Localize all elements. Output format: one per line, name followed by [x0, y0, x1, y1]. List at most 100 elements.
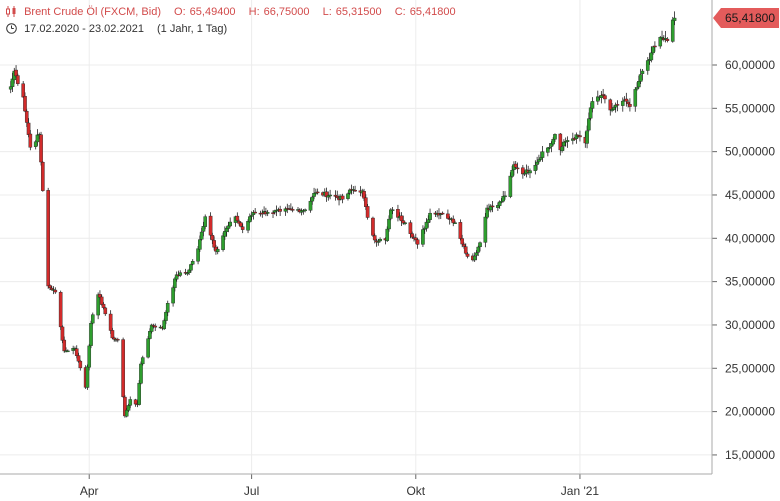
candle: [139, 361, 143, 385]
candle: [513, 160, 518, 169]
x-tick-label: Apr: [80, 484, 99, 498]
candle-body: [212, 240, 216, 248]
candle-body: [165, 303, 170, 313]
candle: [633, 87, 638, 112]
y-tick-label: 20,00000: [725, 405, 775, 419]
candle-body: [99, 296, 104, 305]
candle-body: [46, 190, 50, 287]
candle: [653, 41, 657, 52]
candle-body: [126, 405, 131, 411]
candle: [665, 37, 670, 43]
candle: [133, 398, 138, 407]
candle-body: [460, 238, 464, 245]
candle-body: [371, 217, 375, 236]
candle: [599, 91, 604, 104]
clock-icon: [6, 23, 17, 37]
candle-body: [615, 104, 620, 106]
last-price-label: 65,41800: [725, 11, 775, 25]
chart-title-row: Brent Crude Öl (FXCM, Bid) O: 65,49400 H:…: [6, 6, 460, 20]
candle-body: [458, 222, 463, 239]
candle: [260, 209, 265, 218]
candle: [333, 190, 338, 201]
candle-body: [513, 163, 518, 168]
candle: [640, 68, 645, 81]
candle-body: [670, 19, 675, 42]
candle: [624, 92, 629, 107]
candle-body: [408, 222, 413, 234]
candle-body: [424, 221, 429, 229]
candle-body: [90, 314, 95, 324]
candle-body: [637, 81, 641, 88]
candle: [465, 252, 470, 259]
candle-body: [635, 87, 639, 90]
chart-grid: [0, 0, 712, 474]
open-value: 65,49400: [189, 6, 236, 18]
candle-body: [253, 211, 257, 214]
candle: [274, 205, 279, 217]
x-tick-label: Jan '21: [561, 484, 600, 498]
candle-body: [665, 38, 670, 41]
candle-body: [421, 229, 425, 245]
candle-body: [53, 289, 58, 293]
candle: [90, 312, 95, 325]
candle: [153, 323, 158, 331]
candle-body: [353, 189, 357, 192]
candle-body: [8, 86, 13, 90]
candle-body: [385, 228, 390, 241]
candle: [115, 337, 120, 343]
candle: [41, 161, 45, 192]
candle-body: [628, 103, 632, 107]
candle-body: [538, 157, 543, 160]
candle: [365, 203, 370, 220]
candle-body: [376, 241, 381, 243]
candle: [78, 359, 83, 371]
candle-body: [33, 141, 38, 147]
last-price-tag-bg: [713, 8, 779, 29]
candle: [672, 11, 677, 26]
candle: [390, 206, 395, 215]
candle-body: [428, 212, 432, 220]
candle: [66, 349, 70, 353]
x-tick-label: Jul: [244, 484, 259, 498]
candle-body: [528, 170, 532, 174]
candle-body: [638, 74, 643, 82]
candle: [303, 208, 307, 213]
candle-body: [14, 69, 18, 77]
candle-body: [588, 107, 593, 119]
candle: [353, 185, 357, 192]
open-label: O:: [174, 6, 186, 18]
candle-body: [215, 248, 220, 253]
candle-body: [485, 207, 489, 218]
candle-body: [26, 122, 31, 135]
candle: [28, 129, 33, 151]
candle-body: [58, 291, 63, 328]
candle-body: [201, 226, 206, 232]
candle: [85, 364, 90, 390]
candle-body: [640, 70, 645, 74]
candle: [253, 208, 257, 214]
candle-body: [21, 83, 25, 98]
candle-body: [210, 235, 215, 241]
candle-body: [540, 151, 545, 158]
candle: [240, 223, 245, 234]
candle-body: [303, 209, 307, 212]
y-tick-label: 15,00000: [725, 448, 775, 462]
candle-body: [96, 294, 100, 316]
candle-body: [16, 75, 20, 84]
candle: [340, 193, 345, 204]
candle-body: [624, 98, 629, 102]
candle: [578, 130, 582, 142]
candle: [299, 208, 304, 216]
candle-body: [546, 147, 550, 153]
candle-body: [196, 248, 200, 262]
candle-body: [226, 225, 231, 229]
candle-body: [578, 135, 582, 138]
candle-body: [390, 209, 395, 211]
candle: [485, 204, 489, 220]
candle-body: [476, 246, 481, 253]
candle-body: [203, 216, 208, 227]
candle: [396, 204, 400, 222]
candle: [590, 97, 595, 113]
